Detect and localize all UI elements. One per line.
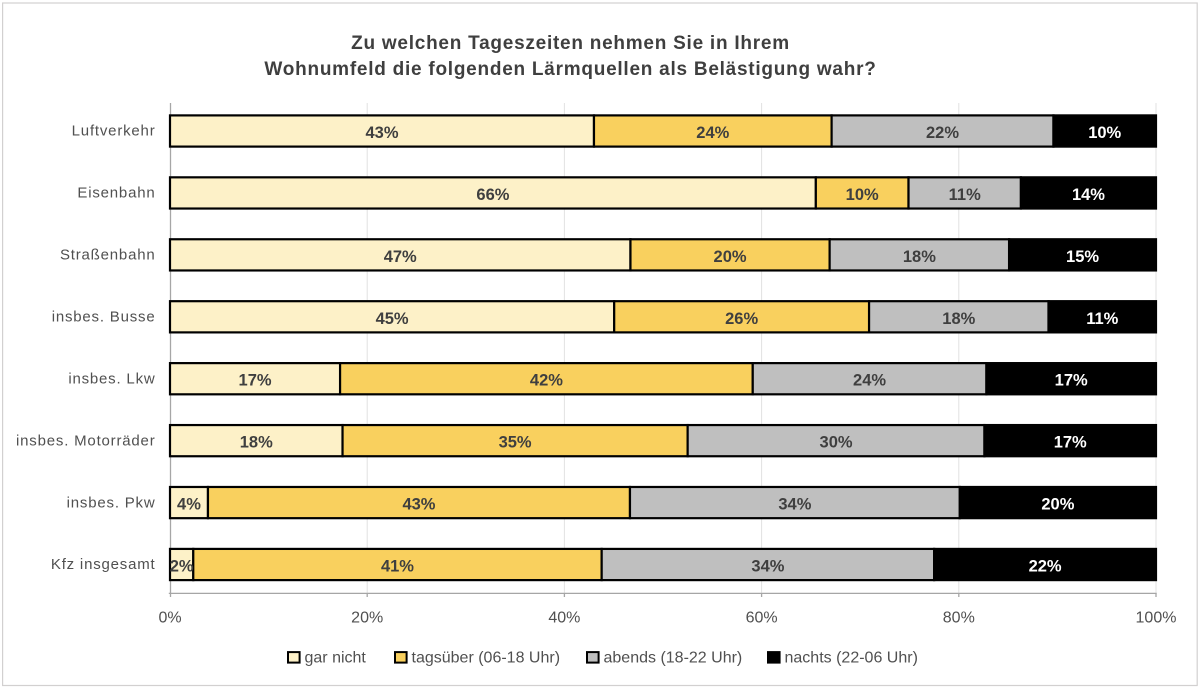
svg-text:4%: 4%	[177, 496, 201, 514]
svg-text:42%: 42%	[530, 372, 563, 390]
svg-text:43%: 43%	[402, 496, 435, 514]
svg-text:20%: 20%	[351, 610, 383, 627]
svg-text:18%: 18%	[903, 248, 936, 266]
svg-text:17%: 17%	[239, 372, 272, 390]
svg-text:Wohnumfeld die folgenden Lärmq: Wohnumfeld die folgenden Lärmquellen als…	[264, 59, 876, 80]
svg-text:tagsüber (06-18 Uhr): tagsüber (06-18 Uhr)	[412, 650, 561, 667]
svg-text:66%: 66%	[476, 186, 509, 204]
svg-text:47%: 47%	[384, 248, 417, 266]
svg-text:18%: 18%	[240, 434, 273, 452]
svg-text:26%: 26%	[725, 310, 758, 328]
svg-text:Luftverkehr: Luftverkehr	[72, 123, 156, 140]
svg-text:insbes. Pkw: insbes. Pkw	[67, 494, 156, 511]
svg-text:17%: 17%	[1055, 372, 1088, 390]
svg-text:Eisenbahn: Eisenbahn	[77, 185, 155, 202]
svg-text:20%: 20%	[1041, 496, 1074, 514]
svg-text:34%: 34%	[778, 496, 811, 514]
svg-text:22%: 22%	[926, 124, 959, 142]
svg-text:100%: 100%	[1136, 610, 1177, 627]
svg-text:0%: 0%	[158, 610, 181, 627]
svg-text:11%: 11%	[1086, 310, 1118, 328]
svg-text:24%: 24%	[853, 372, 886, 390]
svg-text:11%: 11%	[949, 186, 981, 204]
svg-text:15%: 15%	[1066, 248, 1099, 266]
svg-text:10%: 10%	[1088, 124, 1121, 142]
svg-text:24%: 24%	[696, 124, 729, 142]
svg-text:45%: 45%	[376, 310, 409, 328]
svg-text:10%: 10%	[846, 186, 879, 204]
svg-text:abends (18-22 Uhr): abends (18-22 Uhr)	[604, 650, 743, 667]
svg-text:2%: 2%	[170, 558, 194, 576]
svg-text:30%: 30%	[820, 434, 853, 452]
svg-text:insbes. Busse: insbes. Busse	[52, 308, 156, 325]
svg-text:nachts (22-06 Uhr): nachts (22-06 Uhr)	[785, 650, 918, 667]
svg-text:Kfz insgesamt: Kfz insgesamt	[51, 556, 156, 573]
svg-text:80%: 80%	[943, 610, 975, 627]
svg-text:Zu welchen Tageszeiten nehmen: Zu welchen Tageszeiten nehmen Sie in Ihr…	[351, 33, 790, 54]
svg-text:insbes. Lkw: insbes. Lkw	[68, 370, 155, 387]
svg-text:insbes. Motorräder: insbes. Motorräder	[16, 432, 155, 449]
svg-text:60%: 60%	[746, 610, 778, 627]
svg-text:Straßenbahn: Straßenbahn	[60, 247, 156, 264]
svg-text:14%: 14%	[1072, 186, 1105, 204]
svg-text:43%: 43%	[365, 124, 398, 142]
svg-text:40%: 40%	[548, 610, 580, 627]
svg-text:gar nicht: gar nicht	[305, 650, 367, 667]
svg-text:35%: 35%	[499, 434, 532, 452]
svg-text:41%: 41%	[381, 558, 414, 576]
svg-text:18%: 18%	[942, 310, 975, 328]
svg-text:20%: 20%	[714, 248, 747, 266]
svg-text:17%: 17%	[1054, 434, 1087, 452]
svg-text:34%: 34%	[751, 558, 784, 576]
svg-text:22%: 22%	[1029, 558, 1062, 576]
